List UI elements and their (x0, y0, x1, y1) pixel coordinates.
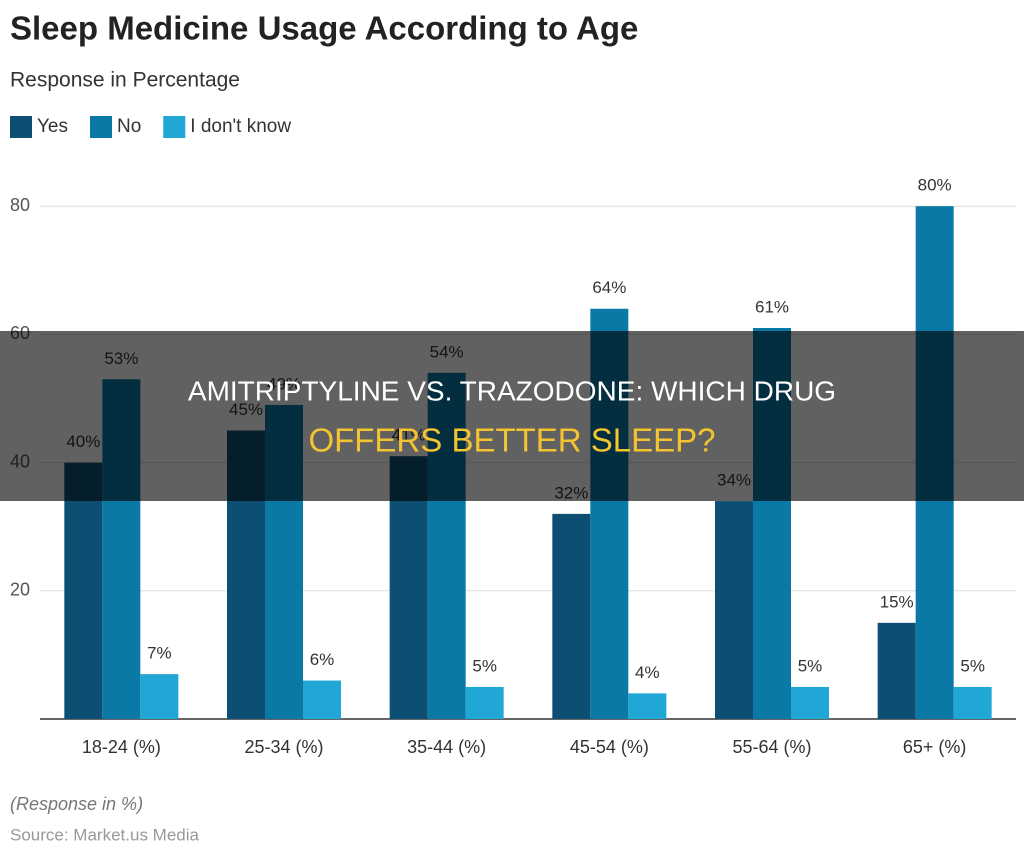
bar (628, 693, 667, 719)
banner-line: AMITRIPTYLINE VS. TRAZODONE: WHICH DRUG (188, 375, 836, 406)
banner-line: OFFERS BETTER SLEEP? (308, 422, 715, 459)
legend-label: No (117, 116, 141, 137)
value-label: 61% (755, 297, 789, 316)
value-label: 4% (635, 663, 660, 682)
bar (715, 501, 753, 719)
banner (0, 331, 1024, 501)
value-label: 6% (310, 650, 335, 669)
value-label: 5% (798, 656, 823, 675)
value-label: 5% (472, 656, 497, 675)
value-label: 7% (147, 644, 172, 663)
value-label: 15% (880, 592, 914, 611)
bar (140, 674, 179, 719)
x-tick-label: 18-24 (%) (82, 737, 161, 757)
value-label: 64% (592, 278, 626, 297)
value-label: 80% (918, 176, 952, 195)
source: Source: Market.us Media (10, 825, 200, 844)
y-tick-label: 20 (10, 580, 30, 600)
legend-label: Yes (37, 116, 68, 137)
bar (465, 686, 504, 719)
x-tick-label: 55-64 (%) (732, 737, 811, 757)
value-label: 5% (960, 656, 985, 675)
legend-swatch (163, 116, 186, 138)
x-tick-label: 65+ (%) (903, 737, 967, 757)
bar (552, 513, 591, 719)
legend-swatch (10, 116, 32, 138)
x-tick-label: 45-54 (%) (570, 737, 649, 757)
legend-label: I don't know (190, 116, 291, 137)
bar (303, 680, 341, 719)
bar (791, 686, 829, 719)
y-tick-label: 80 (10, 195, 30, 215)
chart-subtitle: Response in Percentage (10, 69, 240, 92)
bar (877, 622, 916, 719)
legend-swatch (90, 116, 112, 138)
note: (Response in %) (10, 794, 143, 814)
bar (64, 462, 103, 719)
x-tick-label: 35-44 (%) (407, 737, 486, 757)
x-tick-label: 25-34 (%) (244, 737, 323, 757)
bar (953, 686, 992, 719)
chart-title: Sleep Medicine Usage According to Age (10, 10, 638, 47)
